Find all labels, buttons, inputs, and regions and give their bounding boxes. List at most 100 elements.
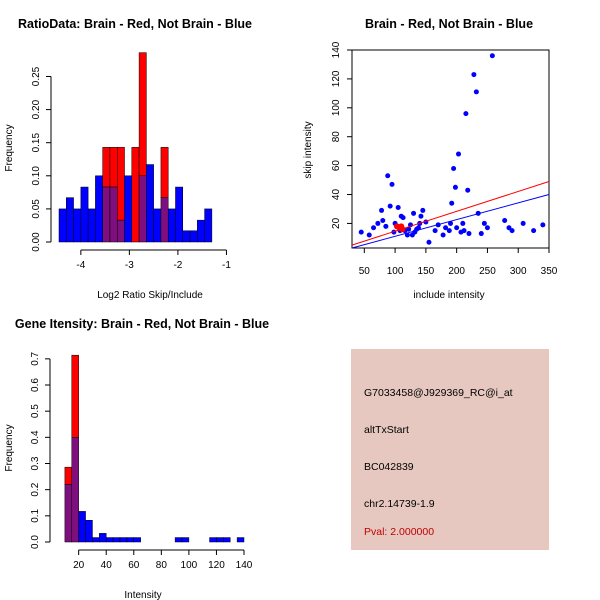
intensity-notbrain-bar <box>119 537 128 543</box>
ratio-y-tick-label: 0.00 <box>31 232 42 252</box>
scatter-x-tick-label: 200 <box>448 266 465 277</box>
notbrain-point <box>400 215 406 221</box>
notbrain-point <box>465 187 471 193</box>
notbrain-point <box>540 222 546 228</box>
notbrain-point <box>451 166 457 172</box>
notbrain-fit-line <box>351 194 550 249</box>
notbrain-point <box>446 228 452 234</box>
ratio-x-tick-label: -1 <box>222 260 231 271</box>
intensity-notbrain-bar <box>92 537 100 543</box>
intensity-notbrain-bar <box>174 537 183 543</box>
probe-id-text: G7033458@J929369_RC@i_at <box>364 387 513 399</box>
scatter-y-tick-label: 40 <box>331 189 342 201</box>
notbrain-point <box>509 228 515 234</box>
intensity-x-axis-label: Intensity <box>124 590 161 600</box>
notbrain-point <box>366 232 372 238</box>
notbrain-point <box>449 200 455 206</box>
ratio-y-tick-label: 0.25 <box>31 66 42 86</box>
notbrain-point <box>375 220 381 226</box>
intensity-y-tick-label: 0.7 <box>30 351 41 365</box>
scatter-y-tick-label: 100 <box>331 99 342 116</box>
notbrain-point <box>481 220 487 226</box>
intensity-brain-bar <box>71 354 79 438</box>
ratio-overlap-bar <box>160 197 169 243</box>
notbrain-point <box>415 225 421 231</box>
notbrain-point <box>385 173 391 179</box>
intensity-x-tick-label: 20 <box>73 560 85 571</box>
ratio-notbrain-bar <box>197 219 205 243</box>
intensity-x-tick-label: 100 <box>181 560 198 571</box>
intensity-x-tick-label: 140 <box>236 560 253 571</box>
notbrain-point <box>456 151 462 157</box>
ratio-x-tick-label: -4 <box>76 260 85 271</box>
scatter-y-axis-label: skip intensity <box>303 121 314 178</box>
ratio-brain-bar <box>160 147 169 198</box>
ratio-y-tick-label: 0.15 <box>31 133 42 153</box>
ratio-y-axis-label: Frequency <box>4 124 15 171</box>
notbrain-point <box>411 210 417 216</box>
ratio-notbrain-bar <box>189 230 198 243</box>
ratio-x-axis-label: Log2 Ratio Skip/Include <box>97 290 203 301</box>
intensity-x-tick-label: 60 <box>128 560 140 571</box>
intensity-y-tick-label: 0.0 <box>30 535 41 549</box>
ratio-y-tick-label: 0.20 <box>31 99 42 119</box>
ratio-chart-title: RatioData: Brain - Red, Not Brain - Blue <box>18 17 252 31</box>
intensity-y-tick-label: 0.6 <box>30 378 41 392</box>
ratio-y-tick-label: 0.05 <box>31 199 42 219</box>
notbrain-point <box>452 184 458 190</box>
ratio-notbrain-bar <box>124 175 133 243</box>
notbrain-point <box>531 228 537 234</box>
scatter-plot-panel: Brain - Red, Not Brain - Blue include in… <box>303 17 558 301</box>
ratio-overlap-bar <box>109 186 118 243</box>
ratio-notbrain-bar <box>153 208 162 243</box>
scatter-y-tick-label: 120 <box>331 70 342 87</box>
scatter-x-tick-label: 50 <box>359 266 371 277</box>
ratio-notbrain-bar <box>146 164 154 243</box>
notbrain-point <box>387 203 393 209</box>
ratio-brain-bar <box>102 147 111 188</box>
ratio-notbrain-bar <box>87 208 96 243</box>
notbrain-point <box>379 207 385 213</box>
intensity-notbrain-bar <box>78 511 86 543</box>
scatter-y-tick-label: 60 <box>331 160 342 172</box>
notbrain-point <box>406 226 412 232</box>
notbrain-point <box>463 111 469 117</box>
notbrain-point <box>448 220 453 226</box>
ratio-notbrain-bar <box>73 208 82 243</box>
pval-text: Pval: 2.000000 <box>364 526 435 538</box>
ratio-overlap-bar <box>138 175 147 243</box>
intensity-notbrain-bar <box>126 537 135 543</box>
scatter-x-axis-label: include intensity <box>413 290 484 301</box>
scatter-x-tick-label: 250 <box>479 266 496 277</box>
ratio-notbrain-bar <box>204 208 213 243</box>
intensity-histogram-panel: Gene Itensity: Brain - Red, Not Brain - … <box>4 317 269 600</box>
intensity-overlap-bar <box>71 437 79 543</box>
notbrain-point <box>432 228 438 234</box>
ratio-notbrain-bar <box>167 208 176 243</box>
ratio-overlap-bar <box>102 186 111 243</box>
location-text: chr2.14739-1.9 <box>364 498 435 510</box>
notbrain-point <box>371 225 377 231</box>
ratio-brain-bar <box>109 147 118 188</box>
notbrain-point <box>473 89 479 95</box>
intensity-notbrain-bar <box>209 537 217 543</box>
notbrain-point <box>418 213 424 219</box>
scatter-y-tick-label: 140 <box>331 41 342 58</box>
ratio-notbrain-bar <box>175 186 184 243</box>
intensity-brain-bar <box>64 466 73 485</box>
notbrain-point <box>502 218 508 224</box>
intensity-x-tick-label: 40 <box>101 560 113 571</box>
ratio-y-tick-label: 0.10 <box>31 166 42 186</box>
ratio-notbrain-bar <box>58 208 67 243</box>
notbrain-point <box>471 72 477 78</box>
intensity-y-axis-label: Frequency <box>4 424 15 471</box>
scatter-x-tick-label: 300 <box>510 266 527 277</box>
intensity-notbrain-bar <box>85 520 93 543</box>
notbrain-point <box>358 229 364 235</box>
notbrain-point <box>484 225 490 231</box>
notbrain-point <box>395 205 401 211</box>
scatter-y-tick-label: 20 <box>331 217 342 229</box>
intensity-notbrain-bar <box>216 537 224 543</box>
ratio-notbrain-bar <box>182 230 191 243</box>
